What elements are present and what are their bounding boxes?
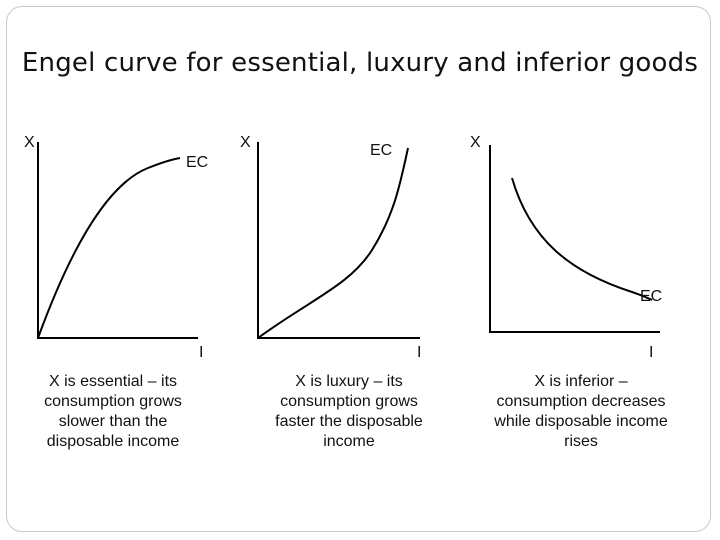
caption-inferior: X is inferior – consumption decreases wh… [471,372,691,452]
curve-label: EC [640,288,662,305]
caption-line: consumption decreases [496,393,666,410]
caption-luxury: X is luxury – its consumption grows fast… [239,372,459,452]
caption-line: disposable income [46,433,180,450]
x-axis-label: I [417,344,421,361]
y-axis-label: X [470,134,481,151]
slide-frame [6,6,711,532]
x-axis-label: I [199,344,203,361]
engel-curve-inferior [511,177,653,301]
slide-title: Engel curve for essential, luxury and in… [21,48,699,78]
caption-line: income [323,433,375,450]
curve-label: EC [370,142,392,159]
caption-essential: X is essential – its consumption grows s… [3,372,223,452]
axes-essential [37,142,198,339]
panel-luxury: X EC I [240,134,421,361]
caption-line: faster the disposable [275,413,423,430]
axes-inferior [489,145,660,333]
caption-line: X is inferior – [534,373,628,390]
caption-line: consumption grows [280,393,418,410]
axes-luxury [257,142,420,339]
caption-line: consumption grows [44,393,182,410]
caption-line: rises [564,433,598,450]
curve-label: EC [186,154,208,171]
caption-line: while disposable income [494,413,668,430]
engel-curve-luxury [257,147,409,339]
panel-inferior: X EC I [470,134,662,361]
caption-line: X is essential – its [48,373,178,390]
panel-essential: X EC I [24,134,208,361]
caption-line: X is luxury – its [295,373,403,390]
y-axis-label: X [24,134,35,151]
x-axis-label: I [649,344,653,361]
engel-curve-essential [37,157,181,339]
caption-line: slower than the [58,413,168,430]
y-axis-label: X [240,134,251,151]
